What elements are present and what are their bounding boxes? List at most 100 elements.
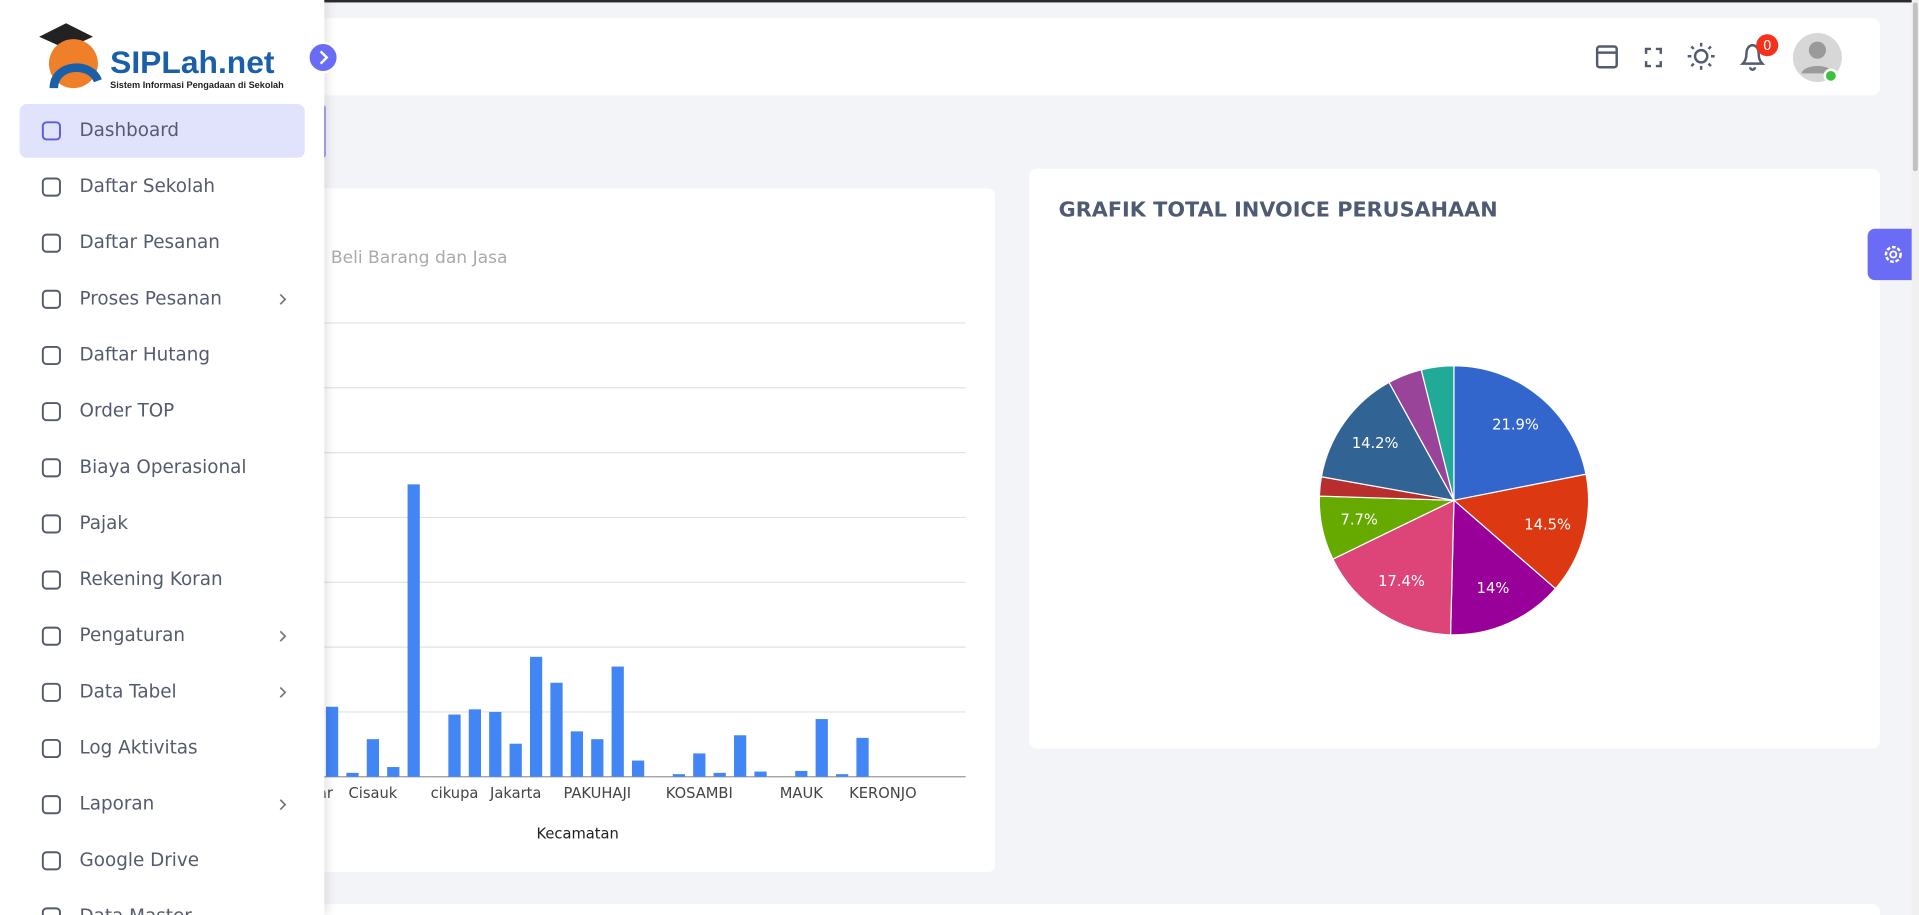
bar [631,760,645,777]
bar [550,682,563,777]
bar [795,770,808,777]
x-tick-label: Cisauk [348,785,397,802]
x-axis-title: Kecamatan [536,825,618,842]
bar-chart-card [122,188,995,873]
toggle-arrow [319,50,329,65]
menu-item[interactable]: Pajak [80,513,129,534]
menu-icon [41,570,61,590]
bar [754,771,767,777]
slice-label: 14.2% [1352,435,1399,452]
bar [325,706,339,777]
pie-slice[interactable] [1452,473,1590,590]
x-tick-label: cikupa [431,785,479,802]
menu-icon [41,177,61,197]
settings-icon [1884,245,1902,264]
settings-icon-core [1889,250,1898,259]
menu-icon [41,626,61,646]
settings-tab[interactable] [1867,228,1919,281]
bar [713,772,726,777]
menu-icon [41,851,61,871]
menu-icon [41,795,61,815]
sidebar: SIPLah.net Sistem Informasi Pengadaan di… [0,0,340,915]
menu-icon [41,233,61,253]
pie-chart: 21.9% 14.5% 14% 17.4% 7.7% 14.2% [1318,365,1590,636]
menu-item[interactable]: Biaya Operasional [80,457,247,478]
bar [407,484,420,777]
slice-label: 21.9% [1492,416,1539,433]
menu-icon [41,682,61,702]
menu-icon [41,907,61,915]
submenu-chevron [279,799,287,811]
bar [733,735,747,777]
menu-item-active-bg [19,103,305,158]
menu-icon [41,738,61,759]
bar-chart-subtitle: l Beli Barang dan Jasa [321,248,508,268]
scrollbar-thumb[interactable] [1912,2,1918,172]
online-dot [1823,68,1839,84]
menu-item[interactable]: Daftar Hutang [80,344,210,365]
pie-slice[interactable] [1320,381,1456,502]
top-bar [0,0,1919,3]
x-tick-label: PAKUHAJI [563,785,631,802]
fullscreen-icon[interactable] [1644,47,1662,68]
x-tick-label: KOSAMBI [666,785,733,802]
avatar-head [1808,41,1826,59]
menu-item[interactable]: Dashboard [80,120,180,141]
menu-icon [41,289,61,309]
bar [856,737,869,777]
x-tick-label: MAUK [780,785,823,802]
menu-item[interactable]: Log Aktivitas [80,738,198,759]
menu-item[interactable]: Pengaturan [80,625,185,646]
menu-item[interactable]: Order TOP [80,401,175,422]
slice-label: 14% [1477,580,1510,597]
pie-slice[interactable] [1449,498,1557,636]
notification-badge [1756,34,1779,57]
bar [468,709,482,777]
slice-label: 17.4% [1378,573,1425,590]
menu-item[interactable]: Laporan [80,794,155,815]
logo-name: SIPLah.net [110,44,275,80]
theme-icon[interactable] [1693,48,1709,64]
x-tick-label: KERONJO [849,785,917,802]
logo-tagline: Sistem Informasi Pengadaan di Sekolah [110,80,284,90]
bar [366,739,380,777]
submenu-chevron [279,686,287,698]
menu-icon [41,458,61,478]
submenu-chevron [279,293,287,305]
sidebar-toggle[interactable] [307,41,340,74]
pie-slice[interactable] [1332,499,1455,636]
bar [611,666,624,777]
menu-item[interactable]: Google Drive [80,850,199,871]
bar [489,711,502,777]
bar [529,656,543,777]
bell-icon[interactable] [1739,44,1766,71]
menu-icon [41,402,61,422]
menu-item[interactable]: Data Master [80,906,193,915]
slice-label: 14.5% [1524,516,1571,533]
menu-item[interactable]: Rekening Koran [80,569,223,590]
x-tick-label: Jakarta [489,785,541,802]
bar [448,714,461,777]
logo-swoosh [49,63,102,89]
scrollbar [1911,0,1919,915]
notification-count: 0 [1763,39,1772,54]
bar [672,774,686,777]
menu-item[interactable]: Proses Pesanan [80,288,222,309]
menu-item[interactable]: Daftar Pesanan [80,232,220,253]
pie-slice[interactable] [1453,365,1587,502]
calendar-icon[interactable] [1595,45,1618,69]
pie-slice[interactable] [1420,365,1455,501]
bar [591,739,604,777]
bar [570,731,584,777]
header-icons [1595,42,1766,71]
menu-item[interactable]: Data Tabel [80,681,177,702]
menu: Dashboard Daftar Sekolah Daftar Pesanan Pro… [19,103,305,915]
theme-icon-rays [1687,42,1715,70]
bar [387,767,400,777]
submenu-chevron [279,630,287,642]
pie-chart-title: GRAFIK TOTAL INVOICE PERUSAHAAN [1059,197,1498,221]
menu-icon [41,121,61,141]
menu-item[interactable]: Daftar Sekolah [80,176,215,197]
bar [509,743,522,777]
